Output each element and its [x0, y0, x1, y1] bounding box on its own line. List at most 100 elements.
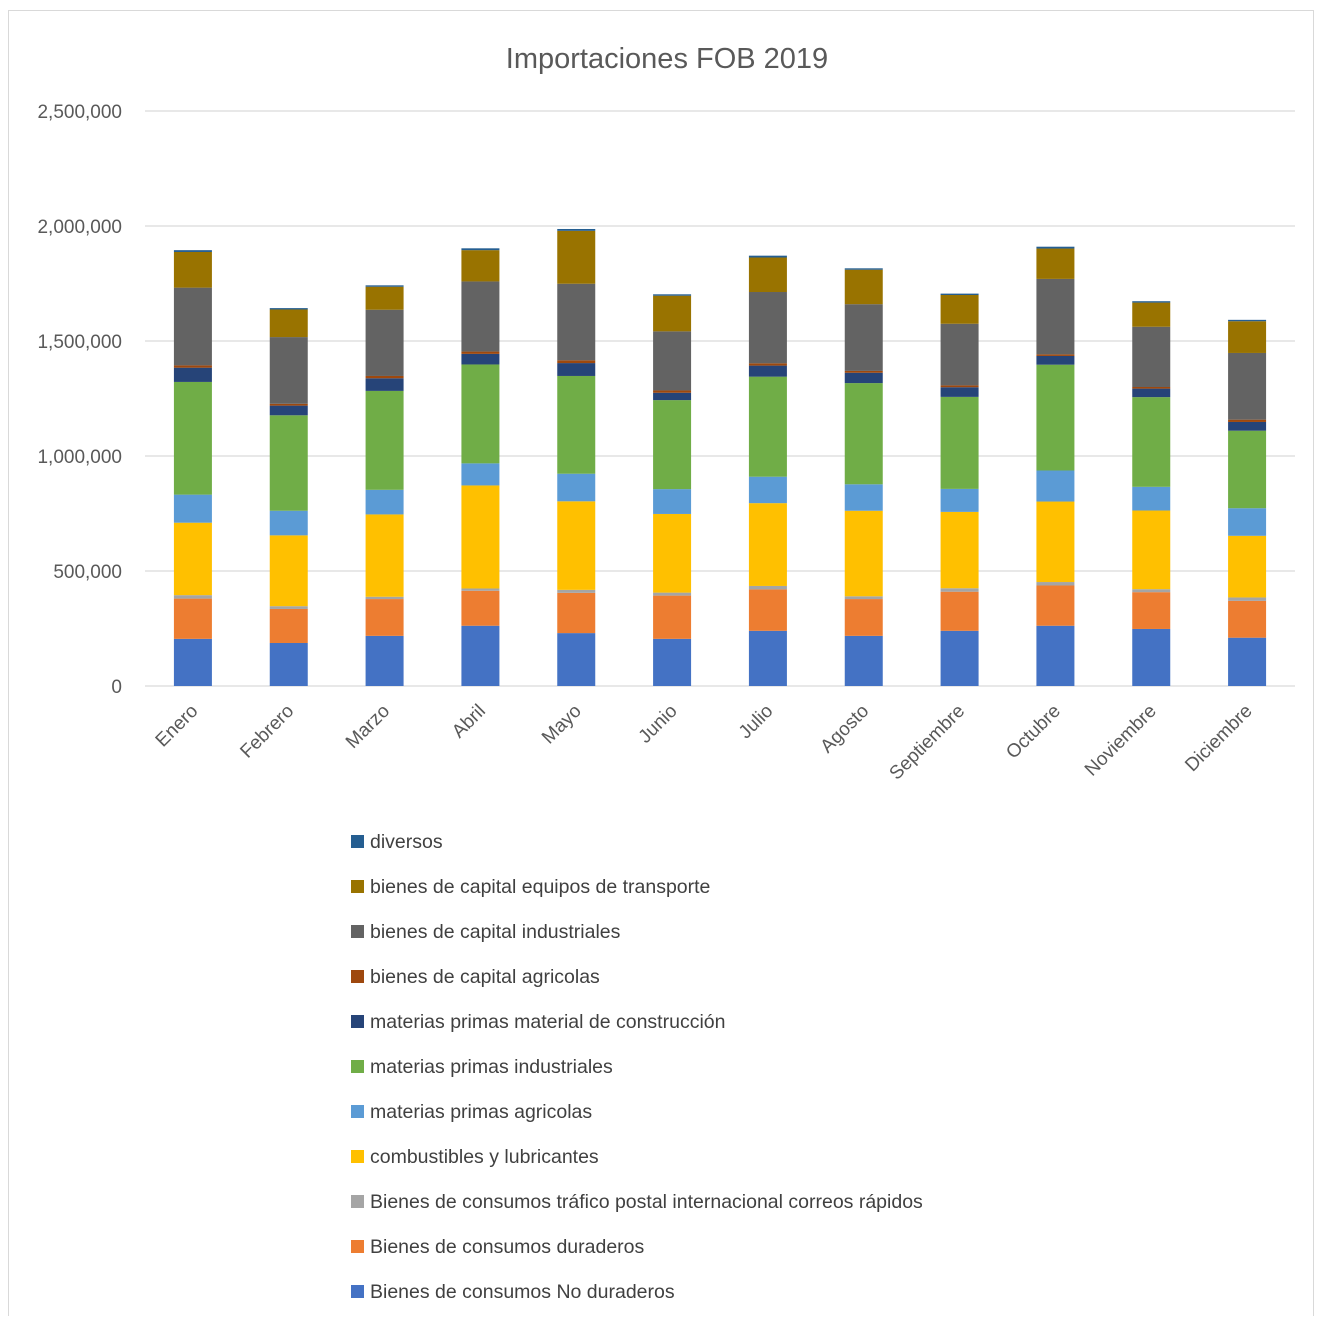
x-tick-label: Enero: [152, 701, 203, 752]
bar-segment: [365, 390, 404, 490]
bar-segment: [1132, 592, 1171, 629]
bar-segment: [461, 250, 500, 282]
bar-segment: [557, 589, 596, 593]
bar-segment: [365, 489, 404, 515]
y-tick-label: 500,000: [53, 562, 122, 583]
bar-segment: [365, 285, 404, 287]
bar-stack: [748, 255, 787, 686]
x-tick-label: Octubre: [1002, 701, 1065, 764]
bar-segment: [461, 625, 500, 686]
legend-label: combustibles y lubricantes: [370, 1146, 599, 1168]
legend-label: materias primas material de construcción: [370, 1011, 725, 1033]
bar-segment: [653, 489, 692, 514]
legend-swatch: [351, 880, 364, 893]
bar-segment: [557, 283, 596, 361]
bar-segment: [1036, 364, 1075, 471]
bar-segment: [173, 638, 212, 686]
bar-segment: [1132, 628, 1171, 686]
bar-segment: [365, 599, 404, 636]
legend-swatch: [351, 925, 364, 938]
bar-segment: [844, 383, 883, 485]
bar-segment: [461, 248, 500, 251]
legend-item: Bienes de consumos No duraderos: [351, 1281, 675, 1303]
bar-segment: [1228, 419, 1267, 422]
bar-segment: [940, 511, 979, 589]
x-tick-label: Noviembre: [1081, 701, 1161, 781]
bar-segment: [844, 269, 883, 305]
bar-segment: [269, 510, 308, 536]
legend-swatch: [351, 1105, 364, 1118]
bar-segment: [940, 387, 979, 397]
bar-segment: [1228, 508, 1267, 536]
bar-segment: [461, 588, 500, 591]
y-tick-label: 0: [111, 677, 122, 698]
bar-stack: [653, 294, 692, 686]
legend-label: Bienes de consumos duraderos: [370, 1236, 644, 1258]
bar-stack: [844, 268, 883, 686]
legend-swatch: [351, 1150, 364, 1163]
legend-item: combustibles y lubricantes: [351, 1146, 599, 1168]
bar-segment: [844, 484, 883, 511]
bar-segment: [1132, 302, 1171, 327]
legend-swatch: [351, 1285, 364, 1298]
bar-segment: [1036, 470, 1075, 502]
bar-segment: [1228, 535, 1267, 598]
bar-segment: [940, 591, 979, 631]
bar-segment: [844, 510, 883, 597]
bar-segment: [365, 514, 404, 597]
bar-segment: [1228, 430, 1267, 509]
bar-segment: [1132, 510, 1171, 590]
bar-segment: [557, 473, 596, 502]
bar-segment: [173, 595, 212, 599]
legend-item: Bienes de consumos tráfico postal intern…: [351, 1191, 923, 1213]
legend: diversos bienes de capital equipos de tra…: [351, 831, 923, 1303]
bar-segment: [173, 287, 212, 366]
bar-segment: [1228, 637, 1267, 686]
bar-segment: [557, 633, 596, 686]
bar-segment: [940, 295, 979, 324]
bar-segment: [748, 503, 787, 586]
legend-label: materias primas industriales: [370, 1056, 613, 1078]
bar-stack: [461, 248, 500, 686]
bar-segment: [269, 608, 308, 643]
bar-segment: [365, 375, 404, 379]
legend-item: materias primas industriales: [351, 1056, 613, 1078]
bar-segment: [940, 385, 979, 388]
bar-segment: [173, 522, 212, 596]
bar-segment: [269, 535, 308, 607]
bar-segment: [269, 642, 308, 686]
chart-title: Importaciones FOB 2019: [506, 43, 828, 75]
bar-segment: [844, 268, 883, 270]
bar-segment: [365, 286, 404, 310]
bar-segment: [940, 396, 979, 489]
bar-stack: [940, 293, 979, 686]
bar-segment: [1228, 321, 1267, 353]
bar-segment: [748, 257, 787, 293]
bar-stack: [1036, 246, 1075, 686]
bar-segment: [1036, 582, 1075, 586]
bar-segment: [1036, 355, 1075, 365]
bar-segment: [748, 630, 787, 686]
bar-segment: [653, 400, 692, 490]
x-axis: Enero Febrero Marzo Abril Mayo Junio Julio Agos…: [152, 701, 1257, 785]
bar-segment: [173, 367, 212, 382]
bar-stack: [557, 228, 596, 686]
bar-segment: [1132, 387, 1171, 389]
bar-segment: [940, 323, 979, 386]
bar-stack: [173, 250, 212, 686]
bar-segment: [461, 463, 500, 486]
bar-segment: [940, 488, 979, 512]
bar-segment: [653, 513, 692, 593]
x-tick-label: Agosto: [817, 701, 874, 758]
legend-label: bienes de capital industriales: [370, 921, 621, 943]
bar-segment: [365, 635, 404, 686]
bar-segment: [653, 331, 692, 391]
bar-stack: [365, 285, 404, 686]
bar-segment: [1036, 246, 1075, 249]
bar-segment: [557, 360, 596, 364]
bar-segment: [653, 392, 692, 401]
bar-stack: [1228, 319, 1267, 686]
x-tick-label: Mayo: [538, 701, 586, 749]
legend-item: Bienes de consumos duraderos: [351, 1236, 644, 1258]
bar-segment: [748, 476, 787, 504]
